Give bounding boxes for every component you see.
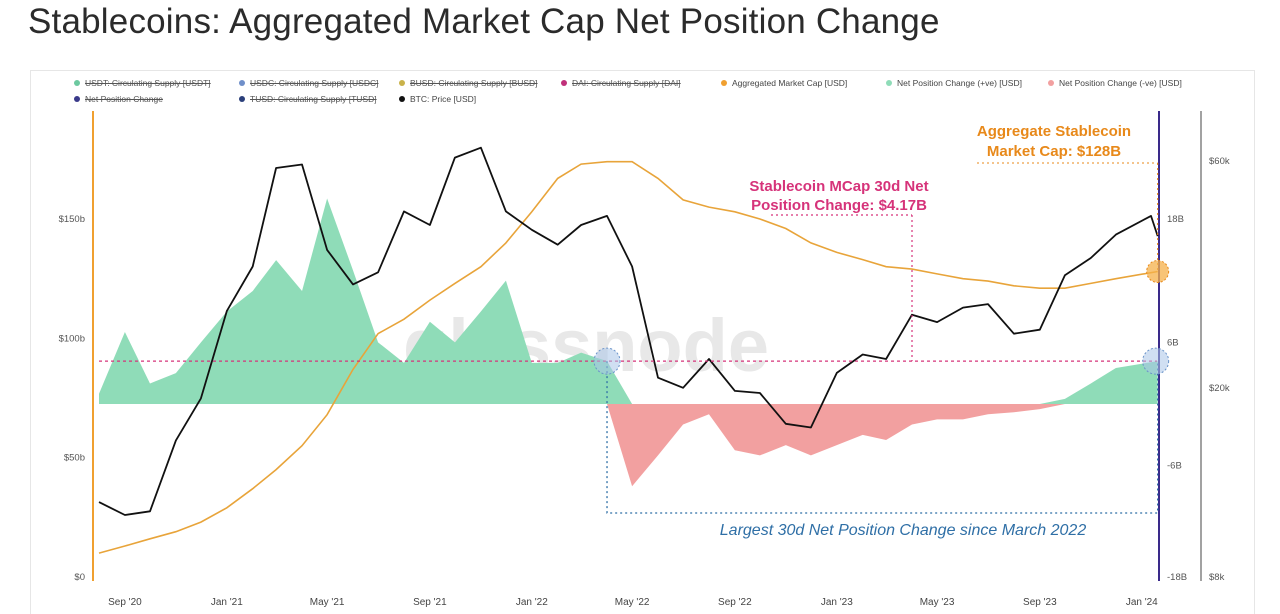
y-btc-tick-label: $20k — [1209, 383, 1230, 394]
legend-swatch — [74, 95, 80, 102]
highlight-circle-march-2022 — [593, 347, 621, 375]
legend-label: BUSD: Circulating Supply [BUSD] — [410, 78, 538, 88]
legend-item[interactable]: DAI: Circulating Supply [DAI] — [561, 78, 681, 88]
legend-label: DAI: Circulating Supply [DAI] — [572, 78, 681, 88]
legend-label: Net Position Change — [85, 94, 163, 104]
net-change-negative-area — [99, 404, 1158, 487]
legend-label: Aggregated Market Cap [USD] — [732, 78, 848, 88]
legend-label: USDT: Circulating Supply [USDT] — [85, 78, 211, 88]
legend-swatch — [399, 79, 405, 86]
x-tick-label: May '23 — [920, 597, 955, 608]
y-btc-tick-label: $60k — [1209, 156, 1230, 167]
legend-item[interactable]: BUSD: Circulating Supply [BUSD] — [399, 78, 538, 88]
legend-swatch — [1048, 79, 1054, 86]
legend-item[interactable]: USDT: Circulating Supply [USDT] — [74, 78, 211, 88]
annotation-largest-change: Largest 30d Net Position Change since Ma… — [720, 522, 1087, 539]
legend-item[interactable]: USDC: Circulating Supply [USDC] — [239, 78, 378, 88]
x-tick-label: May '21 — [310, 597, 345, 608]
legend-swatch — [886, 79, 892, 86]
legend-item[interactable]: Net Position Change (-ve) [USD] — [1048, 78, 1182, 88]
y-left-tick-label: $0 — [74, 572, 85, 583]
legend-swatch — [74, 79, 80, 86]
legend-item[interactable]: TUSD: Circulating Supply [TUSD] — [239, 94, 377, 104]
market-cap-line — [98, 160, 1158, 554]
x-tick-label: Jan '23 — [821, 597, 853, 608]
x-tick-label: Jan '22 — [516, 597, 548, 608]
annotation-net-change-line1: Stablecoin MCap 30d Net — [749, 178, 928, 195]
y-net-tick-label: -6B — [1167, 461, 1182, 472]
x-tick-label: Sep '20 — [108, 597, 142, 608]
annotation-aggregate-line2: Market Cap: $128B — [987, 143, 1121, 160]
largest-change-bracket — [606, 361, 1159, 514]
legend-label: Net Position Change (-ve) [USD] — [1059, 78, 1182, 88]
annotation-aggregate-line1: Aggregate Stablecoin — [977, 123, 1131, 140]
legend-item[interactable]: Net Position Change (+ve) [USD] — [886, 78, 1022, 88]
x-tick-label: Sep '23 — [1023, 597, 1057, 608]
highlight-circle-current — [1142, 347, 1170, 375]
legend-swatch — [721, 79, 727, 86]
y-net-tick-label: -18B — [1167, 572, 1187, 583]
x-tick-label: Jan '21 — [211, 597, 243, 608]
highlight-circle-market-cap — [1146, 260, 1170, 284]
x-tick-label: Sep '22 — [718, 597, 752, 608]
y-left-tick-label: $100b — [59, 333, 85, 344]
y-net-tick-label: 6B — [1167, 337, 1179, 348]
x-tick-label: May '22 — [615, 597, 650, 608]
legend-item[interactable]: BTC: Price [USD] — [399, 94, 476, 104]
legend-swatch — [561, 79, 567, 86]
legend-label: Net Position Change (+ve) [USD] — [897, 78, 1022, 88]
chart-panel: USDT: Circulating Supply [USDT] USDC: Cir… — [30, 70, 1255, 614]
annotation-net-change-line2: Position Change: $4.17B — [751, 197, 927, 214]
y-left-tick-label: $150b — [59, 214, 85, 225]
legend-swatch — [399, 95, 405, 102]
legend-label: TUSD: Circulating Supply [TUSD] — [250, 94, 377, 104]
legend-label: BTC: Price [USD] — [410, 94, 477, 104]
x-tick-label: Jan '24 — [1126, 597, 1158, 608]
legend-swatch — [239, 95, 245, 102]
y-net-tick-label: 18B — [1167, 214, 1184, 225]
y-btc-tick-label: $8k — [1209, 572, 1225, 583]
legend-item[interactable]: Aggregated Market Cap [USD] — [721, 78, 847, 88]
x-tick-label: Sep '21 — [413, 597, 447, 608]
legend-label: USDC: Circulating Supply [USDC] — [250, 78, 379, 88]
y-left-tick-label: $50b — [64, 453, 85, 464]
net-change-positive-area — [99, 198, 1158, 404]
legend-swatch — [239, 79, 245, 86]
page-title: Stablecoins: Aggregated Market Cap Net P… — [28, 2, 940, 41]
btc-price-line — [98, 146, 1159, 516]
legend-item[interactable]: Net Position Change — [74, 94, 163, 104]
